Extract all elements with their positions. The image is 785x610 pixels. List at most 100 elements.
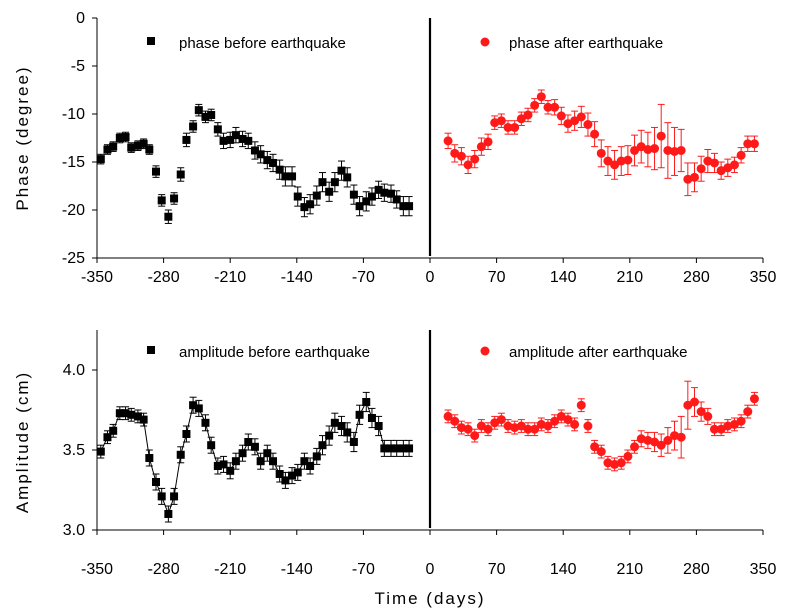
data-point-square bbox=[306, 462, 315, 470]
data-point-circle bbox=[616, 156, 626, 166]
legend-marker-amplitude-after bbox=[480, 346, 490, 356]
x-tick-label: 70 bbox=[488, 269, 506, 286]
data-point-circle bbox=[550, 102, 560, 112]
data-point-square bbox=[121, 133, 130, 142]
data-point-square bbox=[103, 145, 112, 154]
data-point-circle bbox=[736, 416, 746, 426]
data-point-circle bbox=[470, 154, 480, 164]
data-point-square bbox=[189, 122, 198, 131]
data-point-square bbox=[330, 418, 339, 427]
data-point-circle bbox=[590, 129, 600, 139]
data-point-square bbox=[201, 418, 210, 427]
data-point-square bbox=[380, 188, 389, 197]
data-point-square bbox=[207, 110, 216, 119]
data-point-square bbox=[288, 471, 297, 480]
data-point-square bbox=[194, 404, 203, 413]
data-point-circle bbox=[689, 397, 699, 407]
legend-label-phase-after: phase after earthquake bbox=[509, 35, 663, 52]
data-point-square bbox=[343, 173, 352, 182]
data-point-square bbox=[349, 190, 358, 199]
data-point-square bbox=[337, 422, 346, 430]
data-point-circle bbox=[596, 447, 606, 457]
data-point-square bbox=[96, 447, 105, 456]
data-point-circle bbox=[630, 145, 640, 155]
data-point-circle bbox=[623, 451, 633, 461]
data-point-square bbox=[213, 125, 222, 134]
data-point-square bbox=[127, 143, 136, 152]
data-point-circle bbox=[443, 411, 453, 421]
data-point-square bbox=[281, 476, 290, 485]
data-point-circle bbox=[450, 416, 460, 426]
data-point-square bbox=[127, 410, 136, 419]
x-tick-label: 70 bbox=[488, 561, 506, 578]
x-tick-label: -210 bbox=[214, 269, 246, 286]
data-point-square bbox=[362, 398, 371, 406]
x-tick-label: 140 bbox=[550, 561, 577, 578]
data-point-circle bbox=[483, 424, 493, 434]
x-tick-label: -280 bbox=[148, 269, 180, 286]
data-point-square bbox=[306, 200, 315, 209]
data-point-square bbox=[157, 196, 166, 205]
data-point-circle bbox=[516, 114, 526, 124]
data-point-square bbox=[405, 444, 414, 453]
data-point-circle bbox=[470, 431, 480, 441]
data-point-square bbox=[139, 415, 148, 424]
y-tick-label: -25 bbox=[62, 250, 85, 267]
data-point-square bbox=[288, 172, 297, 181]
data-point-circle bbox=[696, 164, 706, 174]
data-point-square bbox=[157, 492, 166, 501]
data-point-square bbox=[325, 187, 334, 196]
x-tick-label: 0 bbox=[426, 269, 435, 286]
data-point-circle bbox=[463, 424, 473, 434]
data-point-square bbox=[226, 135, 235, 144]
data-point-circle bbox=[503, 122, 513, 132]
y-tick-label: 3.5 bbox=[63, 442, 85, 459]
data-point-circle bbox=[729, 419, 739, 429]
data-point-square bbox=[269, 457, 278, 466]
data-point-square bbox=[399, 202, 408, 211]
y-tick-label: -5 bbox=[71, 58, 85, 75]
data-point-square bbox=[355, 202, 364, 211]
data-point-square bbox=[330, 178, 339, 187]
legend-label-amplitude-before: amplitude before earthquake bbox=[179, 344, 370, 361]
data-point-square bbox=[219, 460, 228, 469]
data-point-circle bbox=[623, 155, 633, 165]
data-point-square bbox=[170, 492, 179, 501]
data-point-square bbox=[405, 202, 414, 211]
data-point-square bbox=[115, 409, 124, 418]
data-point-square bbox=[96, 155, 105, 164]
data-point-square bbox=[263, 449, 272, 458]
data-point-circle bbox=[689, 172, 699, 182]
data-point-circle bbox=[563, 415, 573, 425]
data-point-square bbox=[349, 438, 358, 446]
x-tick-label: -210 bbox=[214, 561, 246, 578]
data-point-square bbox=[244, 136, 253, 145]
data-point-square bbox=[386, 189, 395, 198]
data-point-square bbox=[318, 441, 327, 450]
data-point-circle bbox=[736, 150, 746, 160]
data-point-square bbox=[238, 134, 247, 143]
data-point-circle bbox=[610, 160, 620, 170]
data-point-square bbox=[226, 466, 235, 475]
data-point-square bbox=[207, 441, 216, 450]
data-point-square bbox=[367, 414, 376, 422]
data-point-square bbox=[293, 468, 302, 477]
data-point-circle bbox=[510, 122, 520, 132]
y-tick-label: -10 bbox=[62, 106, 85, 123]
x-tick-label: -280 bbox=[148, 561, 180, 578]
x-tick-label: 210 bbox=[616, 561, 643, 578]
data-point-circle bbox=[576, 400, 586, 410]
y-tick-label: -15 bbox=[62, 154, 85, 171]
data-point-square bbox=[392, 444, 401, 453]
data-point-circle bbox=[663, 145, 673, 155]
data-point-circle bbox=[743, 139, 753, 149]
x-tick-label: -140 bbox=[281, 561, 313, 578]
data-point-square bbox=[256, 150, 265, 159]
data-point-square bbox=[213, 462, 222, 470]
data-point-circle bbox=[603, 156, 613, 166]
data-point-square bbox=[151, 478, 160, 486]
data-point-circle bbox=[476, 421, 486, 431]
data-point-circle bbox=[463, 160, 473, 170]
data-point-square bbox=[325, 431, 334, 440]
